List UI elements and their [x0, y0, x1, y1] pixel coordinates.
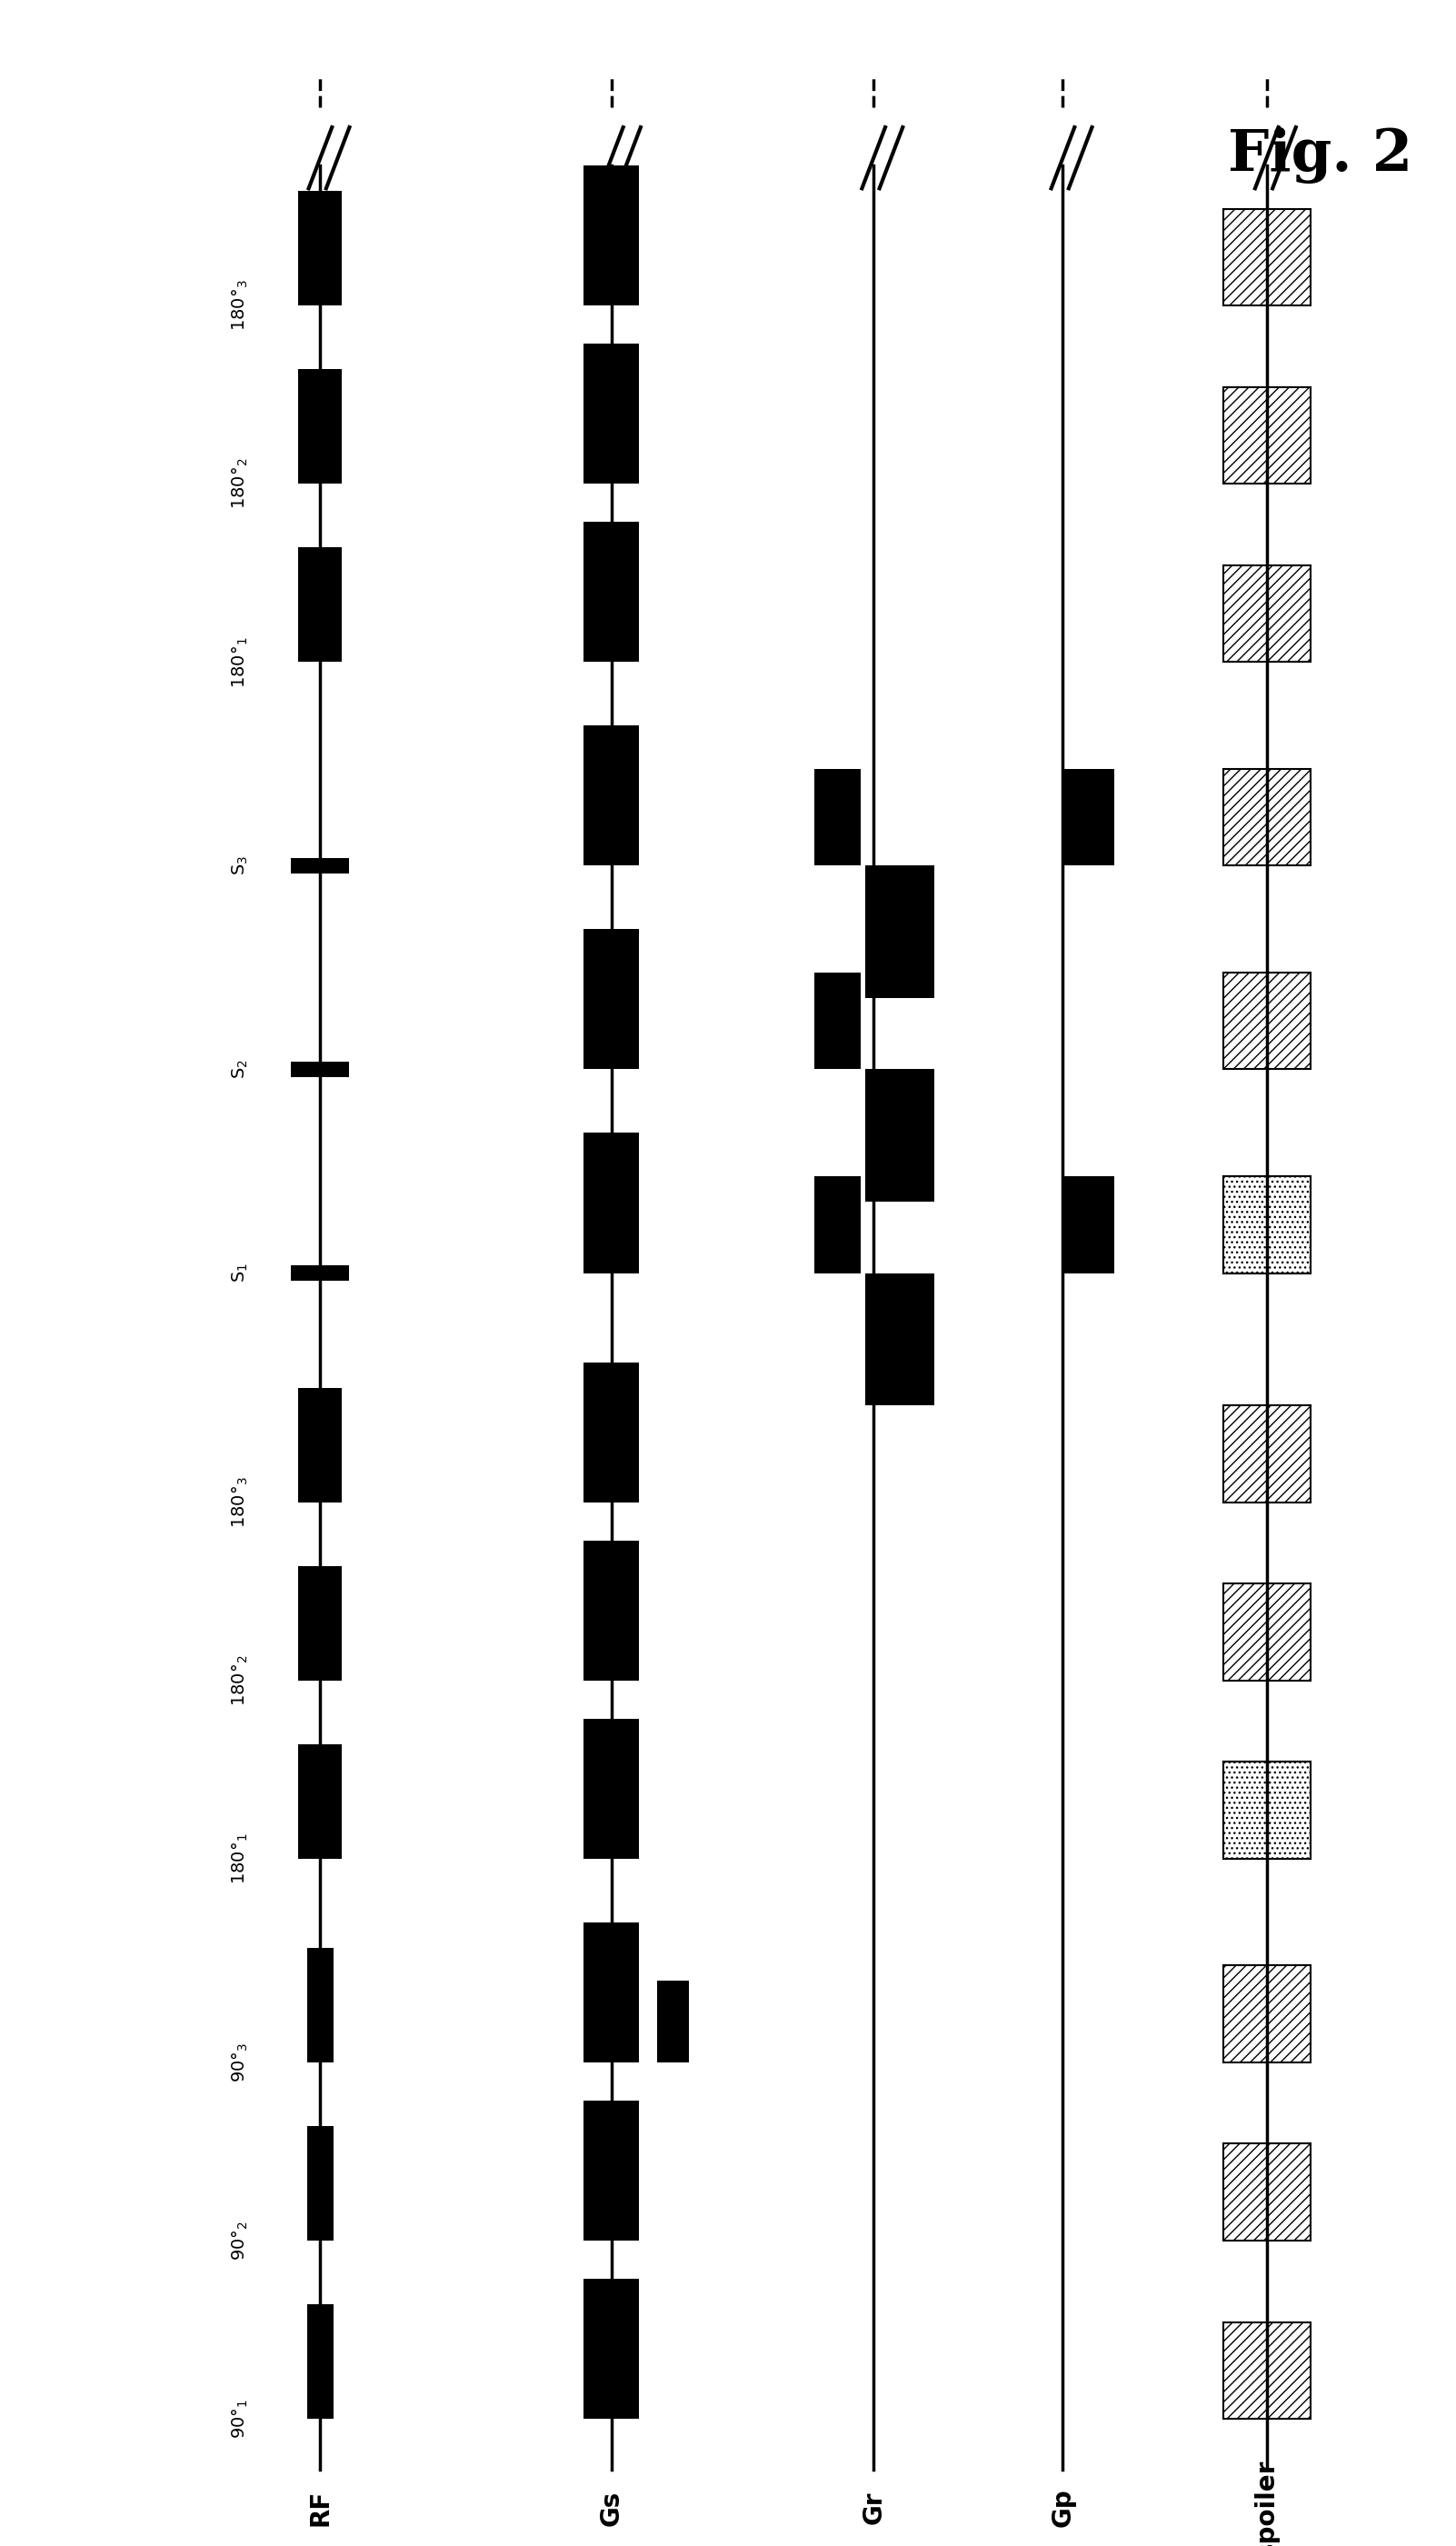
Text: Gr: Gr — [860, 2490, 887, 2526]
FancyBboxPatch shape — [298, 369, 342, 484]
FancyBboxPatch shape — [584, 522, 639, 662]
Text: 180°$_2$: 180°$_2$ — [230, 458, 250, 509]
FancyBboxPatch shape — [307, 2304, 333, 2419]
FancyBboxPatch shape — [584, 1540, 639, 1680]
FancyBboxPatch shape — [298, 191, 342, 306]
FancyBboxPatch shape — [584, 1922, 639, 2062]
FancyBboxPatch shape — [1063, 769, 1115, 866]
FancyBboxPatch shape — [814, 973, 860, 1069]
Text: S$_1$: S$_1$ — [230, 1263, 250, 1283]
Text: spoiler: spoiler — [1254, 2459, 1280, 2546]
Text: 180°$_3$: 180°$_3$ — [230, 1477, 250, 1528]
FancyBboxPatch shape — [584, 165, 639, 306]
FancyBboxPatch shape — [865, 1273, 935, 1405]
Text: 90°$_2$: 90°$_2$ — [230, 2220, 250, 2261]
FancyBboxPatch shape — [298, 1566, 342, 1680]
Text: 180°$_1$: 180°$_1$ — [230, 1833, 250, 1884]
FancyBboxPatch shape — [1223, 2144, 1310, 2240]
FancyBboxPatch shape — [1223, 387, 1310, 484]
FancyBboxPatch shape — [584, 1133, 639, 1273]
FancyBboxPatch shape — [1223, 1405, 1310, 1502]
FancyBboxPatch shape — [584, 1719, 639, 1859]
Text: Gp: Gp — [1050, 2487, 1076, 2528]
FancyBboxPatch shape — [1223, 1966, 1310, 2062]
FancyBboxPatch shape — [584, 1362, 639, 1502]
FancyBboxPatch shape — [1223, 2322, 1310, 2419]
Text: Gs: Gs — [598, 2490, 625, 2526]
Text: S$_2$: S$_2$ — [230, 1059, 250, 1080]
FancyBboxPatch shape — [584, 344, 639, 484]
FancyBboxPatch shape — [865, 1069, 935, 1202]
FancyBboxPatch shape — [814, 769, 860, 866]
FancyBboxPatch shape — [584, 2279, 639, 2419]
FancyBboxPatch shape — [1223, 565, 1310, 662]
FancyBboxPatch shape — [1223, 1176, 1310, 1273]
FancyBboxPatch shape — [1223, 209, 1310, 306]
FancyBboxPatch shape — [298, 1744, 342, 1859]
FancyBboxPatch shape — [298, 547, 342, 662]
Text: RF: RF — [307, 2490, 333, 2526]
FancyBboxPatch shape — [584, 726, 639, 866]
FancyBboxPatch shape — [291, 858, 349, 873]
FancyBboxPatch shape — [584, 929, 639, 1069]
FancyBboxPatch shape — [1223, 1762, 1310, 1859]
FancyBboxPatch shape — [657, 1981, 689, 2062]
FancyBboxPatch shape — [1063, 1176, 1115, 1273]
FancyBboxPatch shape — [865, 866, 935, 998]
Text: 90°$_1$: 90°$_1$ — [230, 2398, 250, 2439]
Text: S$_3$: S$_3$ — [230, 855, 250, 876]
FancyBboxPatch shape — [1223, 973, 1310, 1069]
FancyBboxPatch shape — [1223, 1584, 1310, 1680]
FancyBboxPatch shape — [1223, 769, 1310, 866]
FancyBboxPatch shape — [291, 1062, 349, 1077]
Text: 90°$_3$: 90°$_3$ — [230, 2042, 250, 2083]
FancyBboxPatch shape — [814, 1176, 860, 1273]
FancyBboxPatch shape — [291, 1265, 349, 1281]
FancyBboxPatch shape — [307, 2126, 333, 2240]
Text: 180°$_2$: 180°$_2$ — [230, 1655, 250, 1706]
FancyBboxPatch shape — [1223, 1762, 1310, 1859]
FancyBboxPatch shape — [298, 1388, 342, 1502]
Text: Fig. 2: Fig. 2 — [1227, 127, 1412, 183]
FancyBboxPatch shape — [1223, 1176, 1310, 1273]
FancyBboxPatch shape — [307, 1948, 333, 2062]
FancyBboxPatch shape — [584, 2100, 639, 2240]
Text: 180°$_3$: 180°$_3$ — [230, 280, 250, 331]
Text: 180°$_1$: 180°$_1$ — [230, 636, 250, 687]
